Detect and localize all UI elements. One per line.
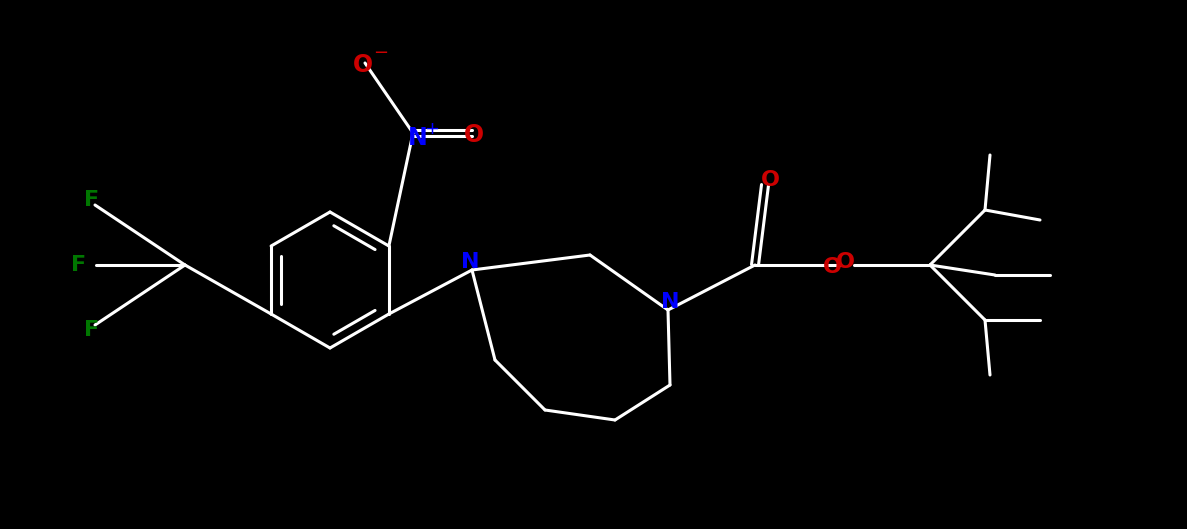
Text: O: O bbox=[464, 123, 484, 147]
Text: O: O bbox=[823, 257, 842, 277]
Text: −: − bbox=[374, 44, 388, 62]
Text: O: O bbox=[836, 252, 855, 272]
Text: +: + bbox=[425, 120, 439, 138]
Text: N: N bbox=[661, 292, 679, 312]
Text: N: N bbox=[408, 126, 427, 150]
Text: F: F bbox=[71, 255, 87, 275]
Text: F: F bbox=[84, 190, 100, 210]
Text: F: F bbox=[84, 320, 100, 340]
Text: N: N bbox=[461, 252, 480, 272]
Text: O: O bbox=[761, 170, 780, 190]
Text: O: O bbox=[353, 53, 373, 77]
